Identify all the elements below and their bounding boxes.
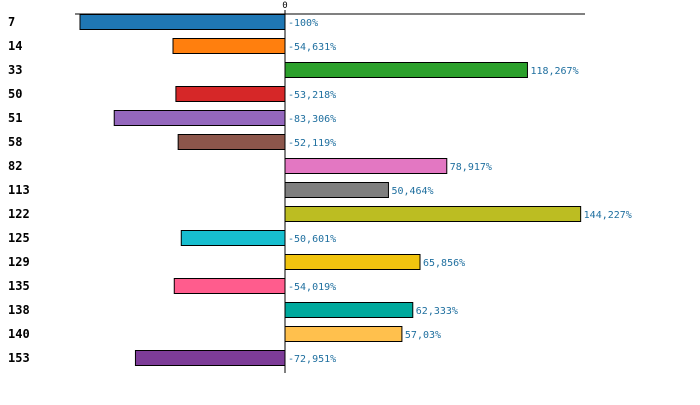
value-label: 57,03%	[405, 330, 441, 341]
value-label: -100%	[288, 18, 318, 29]
category-label: 153	[8, 351, 30, 365]
value-label: -50,601%	[288, 234, 336, 245]
bar-129	[284, 254, 421, 270]
value-label: -53,218%	[288, 90, 336, 101]
value-label: 144,227%	[584, 210, 632, 221]
x-ticks-group: 0	[282, 1, 287, 11]
value-label: -83,306%	[288, 114, 336, 125]
category-label: 82	[8, 159, 22, 173]
bars-group	[79, 14, 582, 366]
bar-138	[284, 302, 414, 318]
bar-122	[284, 206, 582, 222]
value-label: -54,019%	[288, 282, 336, 293]
category-label: 138	[8, 303, 30, 317]
category-label: 125	[8, 231, 30, 245]
value-label: 62,333%	[416, 306, 458, 317]
value-label: 65,856%	[423, 258, 465, 269]
value-label: 78,917%	[450, 162, 492, 173]
category-label: 58	[8, 135, 22, 149]
value-label: 50,464%	[391, 186, 433, 197]
bar-125	[180, 230, 286, 246]
category-label: 50	[8, 87, 22, 101]
category-label: 122	[8, 207, 30, 221]
value-label: 118,267%	[530, 66, 578, 77]
bar-50	[175, 86, 286, 102]
bar-113	[284, 182, 389, 198]
category-label: 33	[8, 63, 22, 77]
bar-58	[177, 134, 286, 150]
bar-33	[284, 62, 528, 78]
bar-82	[284, 158, 448, 174]
category-label: 129	[8, 255, 30, 269]
bar-51	[113, 110, 286, 126]
labels-group: 7 -100% 14 -54,631% 33 118,267% 50 -53,218% 51 -8…	[8, 15, 632, 365]
value-label: -72,951%	[288, 354, 336, 365]
category-label: 51	[8, 111, 22, 125]
value-label: -54,631%	[288, 42, 336, 53]
category-label: 113	[8, 183, 30, 197]
bar-140	[284, 326, 403, 342]
value-label: -52,119%	[288, 138, 336, 149]
category-label: 140	[8, 327, 30, 341]
bar-14	[172, 38, 286, 54]
axes-group: 0	[75, 1, 585, 373]
x-tick-label: 0	[282, 1, 287, 11]
category-label: 7	[8, 15, 15, 29]
category-label: 135	[8, 279, 30, 293]
category-label: 14	[8, 39, 22, 53]
bar-7	[79, 14, 286, 30]
bar-135	[173, 278, 286, 294]
bar-153	[134, 350, 286, 366]
